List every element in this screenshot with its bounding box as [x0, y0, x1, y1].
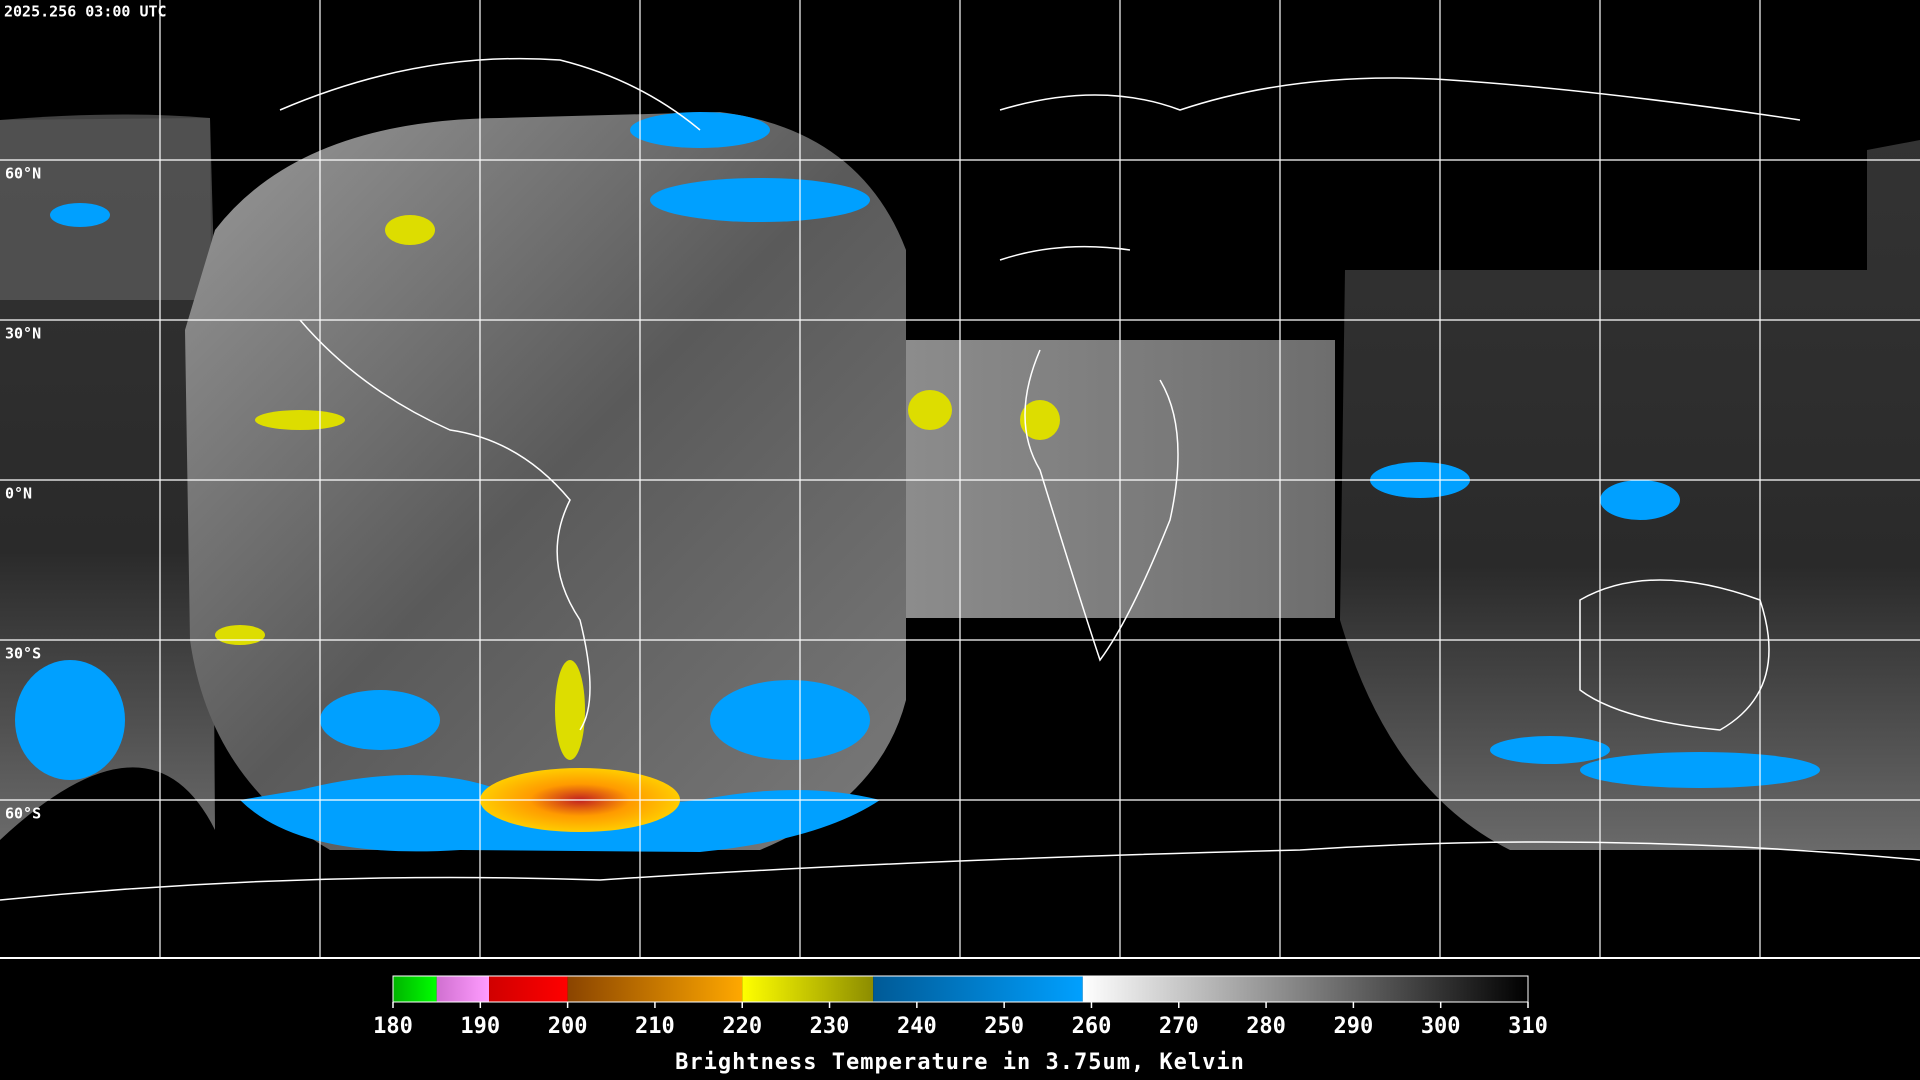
colorbar-tick-label: 250 [984, 1014, 1024, 1039]
colorbar-tick-label: 180 [373, 1014, 413, 1039]
coastline [0, 57, 1920, 901]
colorbar-segment [567, 976, 743, 1002]
latitude-label: 60°S [5, 805, 41, 823]
colorbar-segment [393, 976, 437, 1002]
colorbar-segment [489, 976, 568, 1002]
colorbar-tick-label: 270 [1159, 1014, 1199, 1039]
colorbar-tick-label: 240 [897, 1014, 937, 1039]
west-pacific-cloud [0, 114, 215, 300]
latitude-label: 0°N [5, 485, 32, 503]
coastlines [0, 57, 1920, 901]
colorbar-tick-label: 210 [635, 1014, 675, 1039]
map-border [0, 957, 1920, 959]
satellite-imagery [0, 112, 1920, 852]
americas-imagery [185, 112, 906, 850]
colorbar: 180 190 200 210 220 230 240 250 260 270 280 290 300 3… [373, 975, 1548, 1039]
latitude-label: 60°N [5, 165, 41, 183]
colorbar-frame [392, 975, 1529, 1003]
colorbar-tick-label: 260 [1072, 1014, 1112, 1039]
colorbar-tick-label: 190 [460, 1014, 500, 1039]
colorbar-tick-label: 290 [1334, 1014, 1374, 1039]
colorbar-segment [873, 976, 1083, 1002]
colorbar-title: Brightness Temperature in 3.75um, Kelvin [675, 1050, 1245, 1075]
colorbar-tick-label: 300 [1421, 1014, 1461, 1039]
latitude-label: 30°N [5, 325, 41, 343]
graticule: 60°N 30°N 0°N 30°S 60°S [0, 0, 1920, 957]
colorbar-segment [1082, 976, 1528, 1002]
colorbar-segment [742, 976, 874, 1002]
colorbar-segment [436, 976, 490, 1002]
timestamp: 2025.256 03:00 UTC [4, 3, 167, 21]
colorbar-tick-label: 280 [1246, 1014, 1286, 1039]
coastline [999, 77, 1801, 121]
colorbar-tick-label: 230 [810, 1014, 850, 1039]
latitude-label: 30°S [5, 645, 41, 663]
colorbar-tick-label: 200 [548, 1014, 588, 1039]
colorbar-tick-label: 310 [1508, 1014, 1548, 1039]
colorbar-tick-label: 220 [722, 1014, 762, 1039]
